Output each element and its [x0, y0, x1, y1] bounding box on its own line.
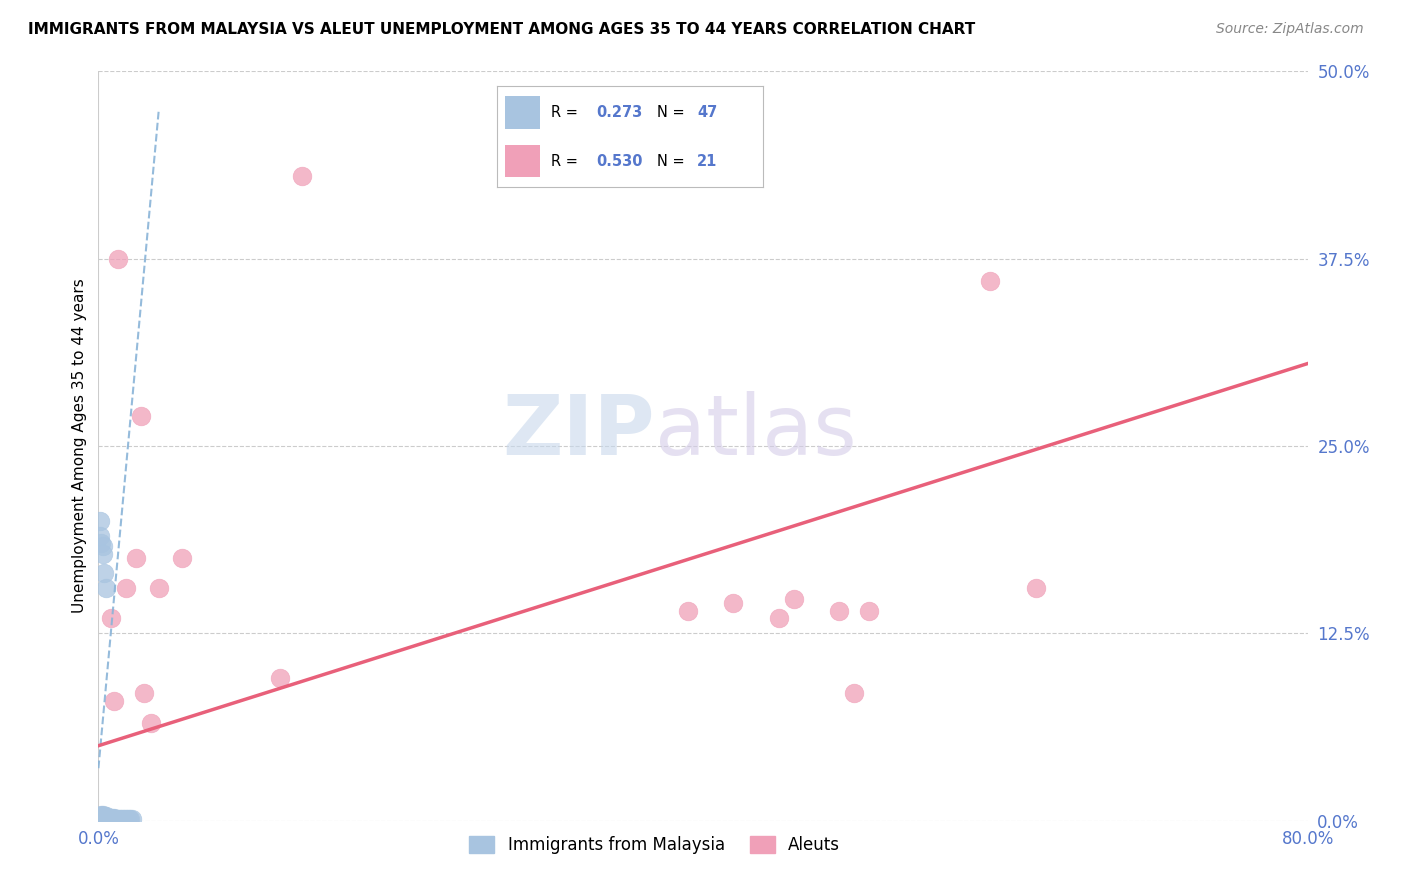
Point: [91, 540, 114, 554]
Point: [676, 604, 699, 618]
Point: [112, 812, 135, 826]
Point: [89, 812, 111, 826]
Point: [96, 812, 118, 826]
Point: [105, 812, 128, 826]
Point: [120, 812, 142, 826]
Point: [107, 252, 129, 266]
Point: [89, 529, 111, 543]
Point: [93, 809, 115, 823]
Point: [114, 582, 136, 596]
Point: [98, 811, 121, 825]
Point: [89, 514, 111, 528]
Point: [104, 812, 127, 826]
Text: Source: ZipAtlas.com: Source: ZipAtlas.com: [1216, 22, 1364, 37]
Point: [96, 811, 118, 825]
Point: [91, 811, 114, 825]
Point: [101, 811, 124, 825]
Point: [90, 536, 112, 550]
Point: [1024, 582, 1046, 596]
Point: [111, 812, 134, 826]
Point: [132, 686, 155, 700]
Point: [91, 812, 114, 826]
Point: [90, 812, 112, 826]
Point: [121, 812, 143, 826]
Point: [118, 812, 141, 826]
Point: [115, 812, 138, 826]
Point: [100, 811, 122, 825]
Point: [94, 809, 117, 823]
Point: [94, 582, 117, 596]
Point: [93, 566, 115, 581]
Point: [90, 809, 112, 823]
Text: IMMIGRANTS FROM MALAYSIA VS ALEUT UNEMPLOYMENT AMONG AGES 35 TO 44 YEARS CORRELA: IMMIGRANTS FROM MALAYSIA VS ALEUT UNEMPL…: [28, 22, 976, 37]
Point: [89, 811, 111, 825]
Point: [100, 812, 122, 826]
Point: [768, 611, 790, 625]
Point: [844, 686, 866, 700]
Point: [93, 811, 115, 825]
Point: [129, 409, 152, 423]
Point: [103, 812, 125, 826]
Point: [94, 811, 117, 825]
Point: [858, 604, 880, 618]
Point: [98, 812, 121, 826]
Point: [89, 809, 111, 823]
Y-axis label: Unemployment Among Ages 35 to 44 years: Unemployment Among Ages 35 to 44 years: [72, 278, 87, 614]
Point: [100, 611, 122, 625]
Point: [783, 591, 806, 606]
Point: [114, 812, 136, 826]
Point: [979, 274, 1001, 288]
Point: [110, 812, 132, 826]
Point: [828, 604, 851, 618]
Point: [90, 807, 112, 822]
Point: [170, 551, 193, 566]
Point: [101, 812, 124, 826]
Point: [108, 812, 131, 826]
Point: [291, 169, 314, 184]
Point: [91, 547, 114, 561]
Point: [125, 551, 148, 566]
Point: [103, 694, 125, 708]
Point: [269, 671, 291, 685]
Text: ZIP: ZIP: [502, 391, 655, 472]
Point: [93, 812, 115, 826]
Point: [148, 582, 170, 596]
Point: [91, 807, 114, 822]
Point: [103, 811, 125, 825]
Point: [94, 812, 117, 826]
Point: [141, 716, 163, 731]
Point: [90, 811, 112, 825]
Text: atlas: atlas: [655, 391, 856, 472]
Point: [91, 809, 114, 823]
Point: [107, 812, 129, 826]
Point: [89, 809, 111, 823]
Legend: Immigrants from Malaysia, Aleuts: Immigrants from Malaysia, Aleuts: [463, 830, 846, 861]
Point: [723, 596, 745, 610]
